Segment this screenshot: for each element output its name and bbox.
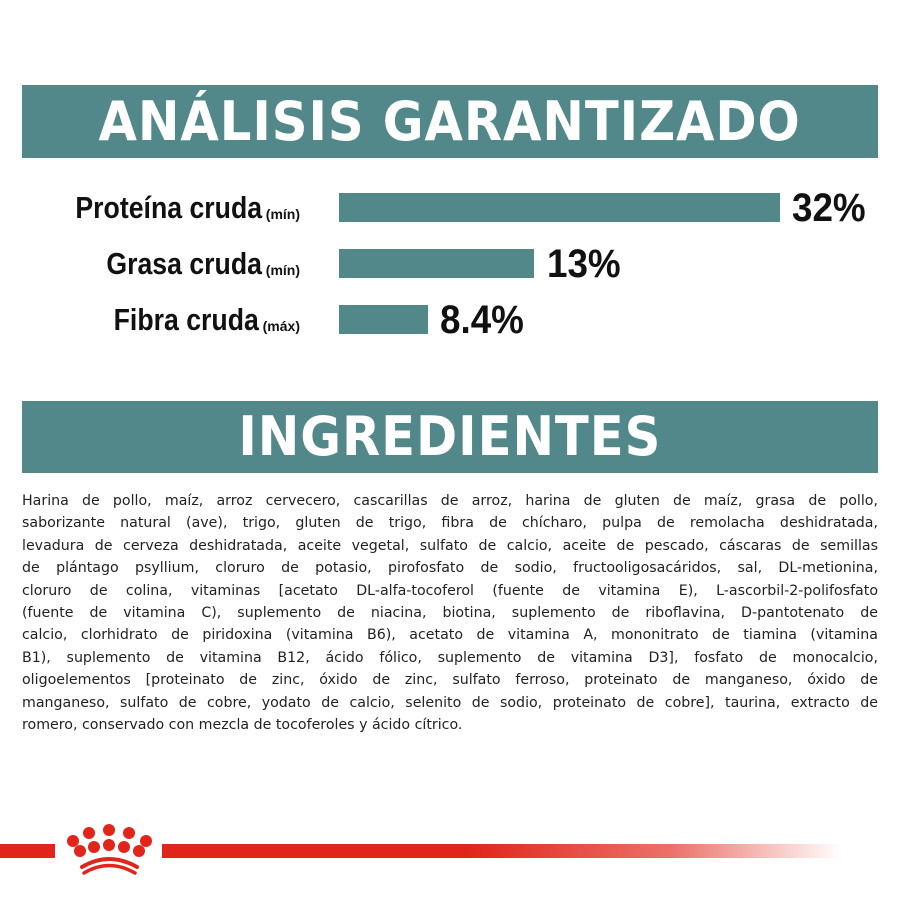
fiber-bar (339, 305, 428, 334)
protein-value: 32% (792, 185, 866, 230)
royal-canin-crown-icon (67, 824, 152, 875)
ingredients-line: de plántago psyllium, cloruro de potasio… (22, 560, 878, 577)
ingredients-line: calcio, clorhidrato de piridoxina (vitam… (22, 627, 878, 644)
ingredients-line: Harina de pollo, maíz, arroz cervecero, … (22, 493, 878, 509)
ingredients-line: manganeso, sulfato de cobre, yodato de c… (22, 694, 878, 711)
nutrient-qualifier: (mín) (265, 206, 300, 222)
fat-bar (339, 249, 534, 278)
nutrient-name: Fibra cruda (113, 302, 259, 337)
protein-bar (339, 193, 780, 222)
brand-line-left (0, 844, 55, 858)
nutrient-qualifier: (máx) (262, 318, 300, 334)
ingredients-text: Harina de pollo, maíz, arroz cervecero, … (22, 490, 878, 736)
row-label: Proteína cruda (mín) (45, 188, 300, 228)
brand-line-right (162, 844, 842, 858)
fat-value: 13% (547, 241, 621, 286)
fiber-value: 8.4% (440, 297, 524, 342)
ingredients-line: saborizante natural (ave), trigo, gluten… (22, 515, 878, 532)
row-label: Fibra cruda (máx) (90, 300, 300, 340)
ingredients-line: romero, conservado con mezcla de tocofer… (22, 717, 463, 734)
ingredients-line: B1), suplemento de vitamina B12, ácido f… (22, 649, 878, 666)
ingredients-line: cloruro de colina, vitaminas [acetato DL… (22, 582, 878, 599)
analysis-row-fiber: Fibra cruda (máx) 8.4% (0, 297, 900, 342)
ingredients-line: oligoelementos [proteinato de zinc, óxid… (22, 672, 878, 689)
ingredients-line: levadura de cerveza deshidratada, aceite… (22, 537, 878, 554)
ingredients-line: (fuente de vitamina C), suplemento de ni… (22, 605, 878, 622)
nutrient-name: Grasa cruda (106, 246, 262, 281)
analysis-title: ANÁLISIS GARANTIZADO (98, 89, 802, 153)
analysis-row-fat: Grasa cruda (mín) 13% (0, 241, 900, 286)
nutrient-name: Proteína cruda (75, 190, 262, 225)
row-label: Grasa cruda (mín) (81, 244, 300, 284)
nutrient-qualifier: (mín) (265, 262, 300, 278)
ingredients-header-band: INGREDIENTES (22, 401, 878, 473)
analysis-header-band: ANÁLISIS GARANTIZADO (22, 85, 878, 158)
ingredients-title: INGREDIENTES (238, 405, 662, 468)
analysis-row-protein: Proteína cruda (mín) 32% (0, 185, 900, 230)
